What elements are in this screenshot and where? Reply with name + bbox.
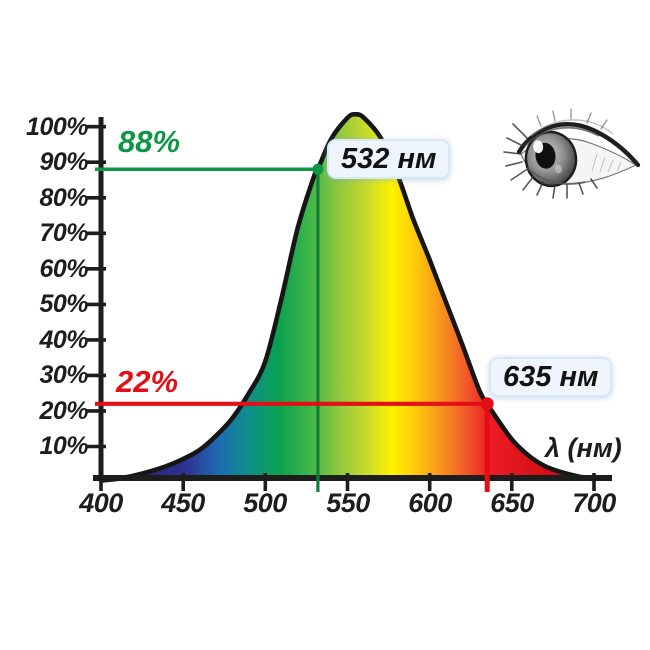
green-wavelength-badge: 532 нм — [327, 139, 451, 179]
x-axis-title: λ (нм) — [545, 433, 622, 463]
y-tick-label: 50% — [39, 290, 88, 318]
y-tick-label: 80% — [39, 184, 88, 212]
y-tick-label: 10% — [39, 432, 88, 460]
y-tick-label: 70% — [39, 219, 88, 247]
x-tick-label: 600 — [408, 488, 452, 518]
y-tick-label: 100% — [26, 113, 88, 141]
y-tick-label: 20% — [39, 397, 88, 425]
y-tick-label: 60% — [39, 255, 88, 283]
x-tick-label: 400 — [79, 488, 123, 518]
green-percent-label: 88% — [118, 124, 181, 159]
marker-dot — [480, 397, 494, 411]
y-tick-label: 30% — [39, 361, 88, 389]
sclera-shading — [591, 153, 622, 173]
eyelid-crease — [530, 119, 614, 137]
marker-dot — [312, 163, 324, 175]
x-tick-label: 700 — [572, 488, 616, 518]
annotation-lines — [95, 163, 494, 492]
red-percent-label: 22% — [116, 364, 179, 399]
eye-highlight — [533, 140, 544, 154]
x-tick-label: 450 — [161, 488, 205, 518]
y-tick-label: 40% — [39, 326, 88, 354]
upper-eyelashes — [536, 108, 608, 130]
x-tick-label: 550 — [326, 488, 370, 518]
eyelashes — [503, 123, 598, 199]
axes — [87, 117, 612, 491]
x-tick-label: 500 — [243, 488, 287, 518]
upper-eyelid — [516, 122, 641, 168]
y-tick-label: 90% — [39, 148, 88, 176]
x-tick-label: 650 — [490, 488, 534, 518]
spectrum-area — [101, 114, 594, 482]
eye-illustration — [503, 108, 641, 199]
red-wavelength-badge: 635 нм — [489, 357, 613, 397]
curve-outline — [98, 111, 597, 483]
